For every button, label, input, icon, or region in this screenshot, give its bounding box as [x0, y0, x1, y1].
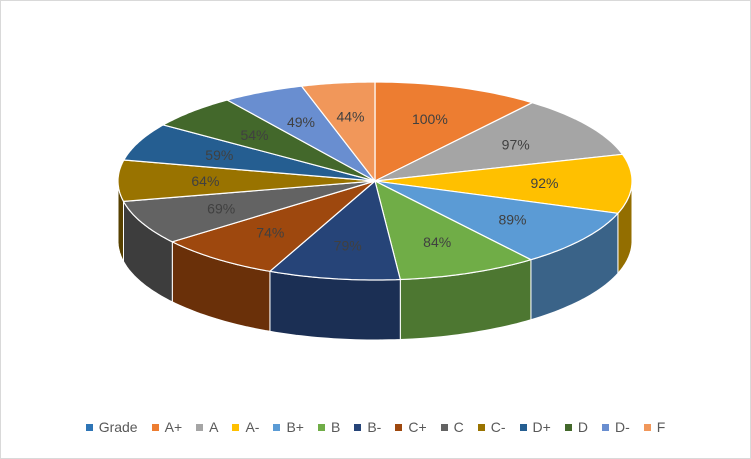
legend-swatch: [354, 423, 362, 431]
legend-item-B+: B+: [273, 419, 304, 435]
legend-label: D-: [614, 419, 630, 435]
legend-label: B+: [286, 419, 304, 435]
legend-swatch: [85, 423, 93, 431]
data-label-B+: 89%: [498, 211, 526, 227]
pie-tops: [117, 81, 633, 281]
data-label-D-: 49%: [287, 114, 315, 130]
pie-slice-C+: [171, 180, 376, 272]
legend-label: C-: [490, 419, 506, 435]
legend-item-B: B: [317, 419, 341, 435]
pie-slice-B-: [269, 180, 401, 281]
legend-swatch: [317, 423, 325, 431]
legend-swatch: [477, 423, 485, 431]
data-label-C-: 64%: [191, 173, 219, 189]
data-label-B: 84%: [423, 234, 451, 250]
legend-item-A+: A+: [151, 419, 183, 435]
pie-side-B-: [269, 270, 401, 341]
pie-slice-C-: [117, 159, 376, 202]
legend: Grade A+ A A- B+ B B- C+ C C- D+ D D- F: [0, 414, 751, 440]
legend-swatch: [601, 423, 609, 431]
pie-data-labels: 100% 97% 92% 89% 84% 79% 74% 69% 64% 59% 54% 49% 44%: [191, 108, 558, 253]
legend-swatch: [273, 423, 281, 431]
legend-swatch: [440, 423, 448, 431]
data-label-A-: 92%: [530, 175, 558, 191]
legend-item-Grade: Grade: [85, 419, 138, 435]
legend-label: F: [656, 419, 666, 435]
legend-label: D+: [532, 419, 551, 435]
legend-item-C+: C+: [395, 419, 427, 435]
legend-item-C: C: [440, 419, 464, 435]
legend-label: C+: [408, 419, 427, 435]
data-label-A: 97%: [502, 137, 530, 153]
pie-slice-A-: [374, 153, 633, 214]
legend-label: A-: [245, 419, 260, 435]
legend-swatch: [395, 423, 403, 431]
legend-label: A+: [164, 419, 183, 435]
pie-slice-B: [374, 180, 532, 281]
legend-item-D+: D+: [519, 419, 551, 435]
legend-label: B: [330, 419, 341, 435]
pie-slice-A+: [374, 81, 533, 182]
legend-label: D: [577, 419, 588, 435]
legend-swatch: [643, 423, 651, 431]
pie-slice-A: [374, 102, 624, 182]
legend-label: Grade: [98, 419, 138, 435]
legend-label: A: [209, 419, 219, 435]
pie-slice-D+: [123, 124, 376, 182]
pie-sides: [117, 181, 633, 341]
data-label-D: 54%: [240, 127, 268, 143]
legend-label: C: [453, 419, 464, 435]
data-label-A+: 100%: [412, 111, 448, 127]
legend-item-F: F: [643, 419, 666, 435]
data-label-C: 69%: [207, 201, 235, 217]
legend-swatch: [519, 423, 527, 431]
pie-slice-F: [301, 81, 376, 182]
pie-slice-B+: [374, 180, 619, 261]
legend-item-C-: C-: [477, 419, 506, 435]
legend-swatch: [151, 423, 159, 431]
legend-swatch: [196, 423, 204, 431]
legend-item-B-: B-: [354, 419, 381, 435]
pie-slice-D: [162, 99, 376, 182]
legend-item-A-: A-: [232, 419, 259, 435]
data-label-B-: 79%: [334, 238, 362, 254]
legend-swatch: [232, 423, 240, 431]
legend-item-D: D: [564, 419, 588, 435]
legend-item-A: A: [196, 419, 218, 435]
data-label-D+: 59%: [205, 147, 233, 163]
data-label-F: 44%: [336, 108, 364, 124]
legend-item-D-: D-: [601, 419, 630, 435]
legend-label: B-: [367, 419, 382, 435]
data-label-C+: 74%: [256, 224, 284, 240]
pie-slice-C: [122, 180, 376, 243]
legend-swatch: [564, 423, 572, 431]
pie-slice-D-: [226, 85, 376, 182]
